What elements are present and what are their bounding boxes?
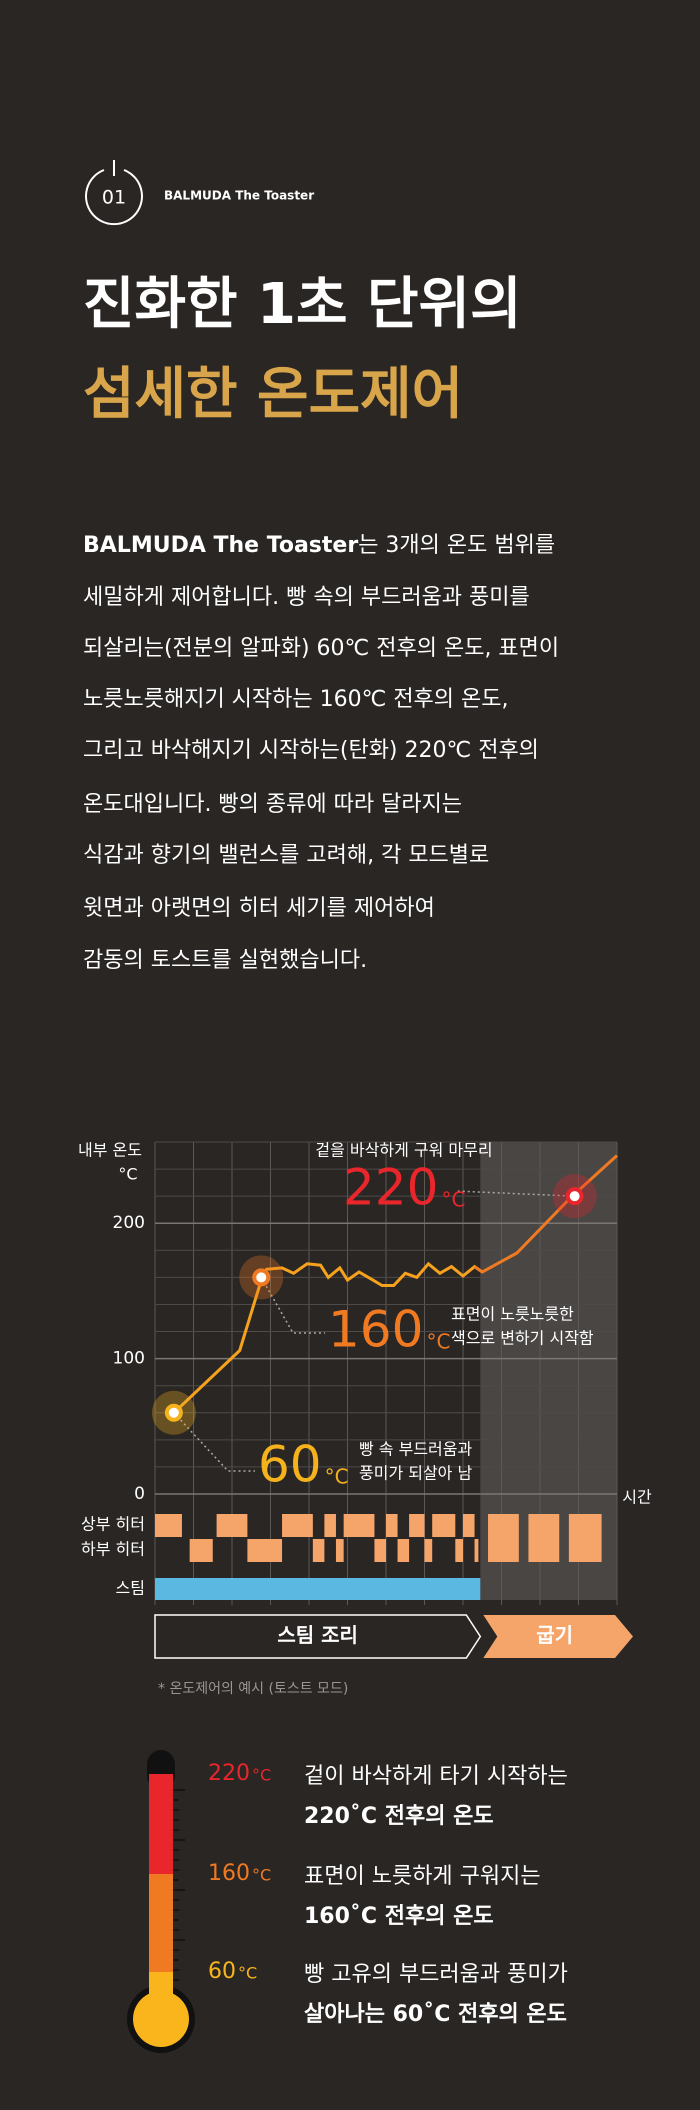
marker xyxy=(164,1403,183,1422)
y-axis-label: 내부 온도 xyxy=(78,1141,142,1160)
heater-block xyxy=(324,1514,336,1537)
heater-block xyxy=(374,1539,386,1562)
heater-block xyxy=(343,1514,375,1537)
row-label: 하부 히터 xyxy=(81,1540,145,1559)
annotation-unit: °C xyxy=(441,1188,465,1212)
paragraph-text: 세밀하게 제어합니다. 빵 속의 부드러움과 풍미를 xyxy=(83,585,530,610)
badge-ring xyxy=(85,169,143,226)
thermo-unit: °C xyxy=(252,1766,271,1785)
annotation-leader xyxy=(260,1277,325,1334)
paragraph-lead: BALMUDA The Toaster xyxy=(83,533,358,558)
title-line: 진화한 1초 단위의 xyxy=(83,272,522,337)
brand: BALMUDA The Toaster xyxy=(164,189,314,203)
annotation-value: 160 xyxy=(328,1301,423,1359)
thermo-unit: °C xyxy=(238,1964,257,1983)
paragraph-line: 온도대입니다. 빵의 종류에 따라 달라지는 xyxy=(83,792,462,817)
annotation-text: 표면이 노릇노릇한 xyxy=(451,1305,574,1324)
thermo-unit: °C xyxy=(252,1866,271,1885)
phase-label: 스팀 조리 xyxy=(277,1623,358,1647)
steam-bar xyxy=(155,1578,481,1600)
paragraph-line: 식감과 향기의 밸런스를 고려해, 각 모드별로 xyxy=(83,843,489,868)
heater-block xyxy=(155,1514,182,1537)
heater-block xyxy=(568,1514,602,1562)
thermo-desc: 160˚C 전후의 온도 xyxy=(304,1904,494,1929)
paragraph-text: 온도대입니다. 빵의 종류에 따라 달라지는 xyxy=(83,792,462,817)
y-tick-label: 100 xyxy=(113,1349,145,1369)
row-label: 상부 히터 xyxy=(81,1515,145,1534)
heater-block xyxy=(312,1539,325,1562)
annotation-value: 60 xyxy=(258,1436,322,1494)
heater-block xyxy=(424,1539,433,1562)
thermo-desc: 살아나는 60˚C 전후의 온도 xyxy=(304,2002,567,2027)
paragraph-line: 윗면과 아랫면의 히터 세기를 제어하여 xyxy=(83,896,435,921)
thermo-temp: 160 xyxy=(208,1861,250,1886)
annotation-unit: °C xyxy=(426,1330,450,1354)
temperature-line xyxy=(172,1261,484,1414)
heater-block xyxy=(463,1514,475,1537)
heater-block xyxy=(335,1539,344,1562)
paragraph-line: 노릇노릇해지기 시작하는 160℃ 전후의 온도, xyxy=(83,687,509,712)
heater-block xyxy=(488,1514,519,1562)
annotation-unit: °C xyxy=(325,1465,349,1489)
paragraph-text: 그리고 바삭해지기 시작하는(탄화) 220℃ 전후의 xyxy=(83,738,539,763)
thermo-temp: 220 xyxy=(208,1761,250,1786)
heater-block xyxy=(474,1539,479,1562)
row-label: 스팀 xyxy=(116,1579,145,1598)
annotation-text: 빵 속 부드러움과 xyxy=(359,1440,472,1459)
paragraph-line: 세밀하게 제어합니다. 빵 속의 부드러움과 풍미를 xyxy=(83,585,530,610)
paragraph-text: 노릇노릇해지기 시작하는 160℃ 전후의 온도, xyxy=(83,687,509,712)
heater-block xyxy=(247,1539,283,1562)
heater-block xyxy=(528,1514,560,1562)
thermo-desc: 표면이 노릇하게 구워지는 xyxy=(304,1864,541,1889)
phase-arrow xyxy=(154,1614,482,1659)
annotation-text: 색으로 변하기 시작함 xyxy=(451,1329,594,1348)
paragraph-text: 되살리는(전분의 알파화) 60℃ 전후의 온도, 표면이 xyxy=(83,636,559,661)
thermo-bulb xyxy=(133,1991,189,2047)
temperature-line-bake xyxy=(473,1154,619,1274)
phase-arrow xyxy=(483,1615,633,1658)
paragraph-text: 식감과 향기의 밸런스를 고려해, 각 모드별로 xyxy=(83,843,489,868)
heater-block xyxy=(397,1539,410,1562)
footnote: * 온도제어의 예시 (토스트 모드) xyxy=(158,1681,348,1697)
paragraph-line: 감동의 토스트를 실현했습니다. xyxy=(83,948,367,973)
heater-block xyxy=(455,1539,463,1562)
badge-number: 01 xyxy=(102,187,126,209)
annotation-value: 220 xyxy=(343,1159,438,1217)
thermo-desc: 220˚C 전후의 온도 xyxy=(304,1804,494,1829)
paragraph-text: 윗면과 아랫면의 히터 세기를 제어하여 xyxy=(83,896,435,921)
paragraph-line: BALMUDA The Toaster는 3개의 온도 범위를 xyxy=(83,533,555,558)
heater-block xyxy=(216,1514,248,1537)
title-line: 섬세한 온도제어 xyxy=(83,362,463,427)
thermo-segment xyxy=(149,1774,173,1874)
thermo-desc: 겉이 바삭하게 타기 시작하는 xyxy=(304,1764,568,1789)
paragraph-line: 되살리는(전분의 알파화) 60℃ 전후의 온도, 표면이 xyxy=(83,636,559,661)
x-axis-label: 시간 xyxy=(622,1488,652,1507)
paragraph-text: 감동의 토스트를 실현했습니다. xyxy=(83,948,367,973)
annotation-text: 겉을 바삭하게 구워 마무리 xyxy=(315,1141,492,1160)
annotation-text: 풍미가 되살아 남 xyxy=(359,1464,472,1483)
heater-block xyxy=(386,1514,398,1537)
thermo-temp: 60 xyxy=(208,1959,236,1984)
heater-block xyxy=(189,1539,213,1562)
paragraph-text: 는 3개의 온도 범위를 xyxy=(358,533,555,558)
heater-block xyxy=(282,1514,313,1537)
marker xyxy=(252,1268,271,1287)
marker xyxy=(565,1187,584,1206)
phase-label: 굽기 xyxy=(536,1623,573,1647)
thermo-segment xyxy=(149,1874,173,1972)
y-tick-label: 0 xyxy=(134,1484,145,1504)
y-axis-label: °C xyxy=(118,1165,137,1184)
annotation-leader xyxy=(173,1412,255,1472)
paragraph-line: 그리고 바삭해지기 시작하는(탄화) 220℃ 전후의 xyxy=(83,738,539,763)
heater-block xyxy=(409,1514,425,1537)
thermo-desc: 빵 고유의 부드러움과 풍미가 xyxy=(304,1962,568,1987)
heater-block xyxy=(432,1514,456,1537)
y-tick-label: 200 xyxy=(113,1213,145,1233)
